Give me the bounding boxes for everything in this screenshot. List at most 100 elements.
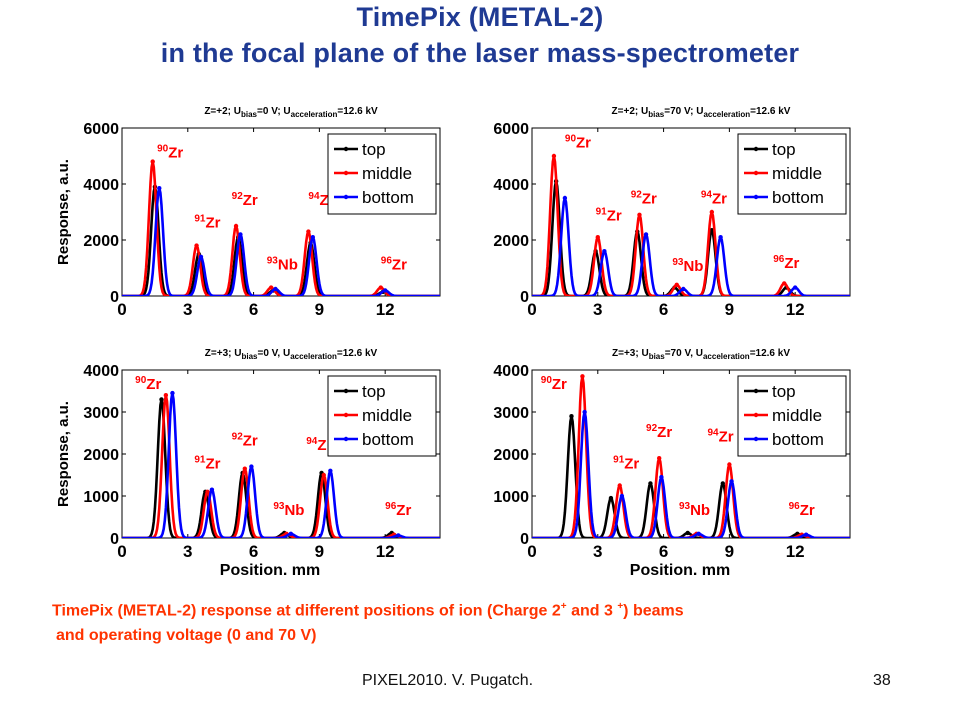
peak-label-92zr: 92Zr — [631, 190, 657, 208]
peak-element: Nb — [683, 258, 703, 275]
data-point — [562, 195, 568, 201]
legend-marker — [343, 436, 349, 442]
caption-line-2: and operating voltage (0 and 70 V) — [56, 627, 317, 645]
x-axis-label: Position, mm — [630, 562, 730, 575]
y-axis-label: Response, a.u. — [55, 159, 72, 265]
caption-part-2: and 3 — [566, 602, 618, 620]
x-tick-label: 12 — [376, 542, 395, 561]
header-u: U — [639, 348, 649, 359]
peak-element: Zr — [642, 191, 657, 208]
peak-mass: 94 — [707, 427, 719, 438]
peak-label-92zr: 92Zr — [232, 191, 258, 209]
x-tick-label: 0 — [117, 542, 126, 561]
legend-marker — [753, 170, 759, 176]
peak-mass: 90 — [157, 143, 169, 154]
legend-marker — [753, 436, 759, 442]
chart-header: Z=+3; Ubias=0 V, Uacceleration=12.6 kV — [205, 348, 378, 361]
data-point — [310, 235, 315, 240]
chart-svg: Z=+2; Ubias=70 V; Uacceleration=12.6 kV 0… — [493, 106, 851, 319]
header-acc: acceleration — [703, 110, 750, 119]
legend-marker — [753, 412, 759, 418]
series-bottom — [122, 390, 440, 538]
chart-header: Z=+3; Ubias=70 V, Uacceleration=12.6 kV — [612, 348, 790, 361]
peak-mass: 94 — [701, 190, 713, 201]
header-acc-val: =12.6 kV — [750, 106, 791, 117]
chart-svg: Z=+3; Ubias=0 V, Uacceleration=12.6 kV 0 3… — [55, 348, 441, 579]
data-point — [209, 487, 215, 492]
y-tick-label: 3000 — [83, 405, 119, 422]
y-tick-label: 4000 — [493, 177, 529, 194]
data-point — [157, 186, 162, 191]
series-bottom — [532, 195, 850, 296]
figure-caption: TimePix (METAL-2) response at different … — [52, 594, 932, 648]
peak-element: Zr — [243, 192, 258, 209]
peak-mass: 92 — [232, 432, 244, 443]
legend-marker — [753, 194, 759, 200]
peak-element: Zr — [205, 214, 220, 231]
data-point — [382, 288, 388, 293]
data-point — [328, 468, 333, 473]
series-top — [532, 414, 850, 538]
data-point — [159, 397, 164, 402]
y-tick-label: 1000 — [83, 489, 119, 506]
y-axis-label: Response, a.u. — [55, 401, 72, 507]
legend-label-top: top — [772, 382, 796, 401]
data-point — [718, 235, 723, 240]
legend-label-middle: middle — [772, 406, 822, 425]
data-point — [198, 254, 204, 259]
footer-author: PIXEL2010. V. Pugatch. — [362, 672, 534, 689]
data-point — [205, 489, 210, 494]
legend-marker — [343, 170, 349, 176]
peak-label-94zr: 94Zr — [707, 427, 733, 445]
data-point — [242, 466, 248, 471]
x-tick-label: 0 — [527, 542, 536, 561]
legend-label-top: top — [362, 140, 386, 159]
y-tick-label: 4000 — [83, 363, 119, 380]
header-bias-val: =70 V, U — [665, 348, 703, 359]
peak-label-96zr: 96Zr — [385, 501, 411, 519]
x-tick-label: 3 — [183, 300, 192, 319]
y-tick-label: 3000 — [493, 405, 529, 422]
y-tick-label: 1000 — [493, 489, 529, 506]
data-point — [321, 472, 326, 478]
series-line-middle — [122, 160, 440, 296]
header-bias: bias — [241, 110, 258, 119]
caption-sup-2: + — [617, 601, 624, 612]
x-tick-label: 12 — [376, 300, 395, 319]
header-bias: bias — [649, 352, 666, 361]
peak-mass: 90 — [541, 375, 553, 386]
peak-label-94zr: 94Zr — [701, 190, 727, 208]
peak-mass: 92 — [232, 191, 244, 202]
header-bias-val: =0 V, U — [257, 348, 290, 359]
peak-element: Nb — [278, 256, 298, 273]
caption-part-1: TimePix (METAL-2) response at different … — [52, 602, 561, 620]
x-tick-label: 3 — [593, 300, 602, 319]
y-tick-label: 0 — [520, 531, 529, 548]
header-bias-val: =0 V; U — [257, 106, 291, 117]
x-tick-label: 12 — [786, 542, 805, 561]
legend-marker — [343, 388, 349, 394]
peak-label-90zr: 90Zr — [565, 134, 591, 152]
data-point — [782, 281, 787, 286]
peak-mass: 91 — [596, 206, 608, 217]
peak-label-90zr: 90Zr — [157, 143, 183, 161]
chart-z2-bias0: Z=+2; Ubias=0 V; Uacceleration=12.6 kV 0 3… — [50, 98, 455, 333]
peak-mass: 96 — [789, 501, 801, 512]
chart-svg: Z=+3; Ubias=70 V, Uacceleration=12.6 kV 0… — [493, 348, 851, 579]
data-point — [150, 159, 155, 164]
y-tick-label: 4000 — [493, 363, 529, 380]
peak-element: Zr — [243, 433, 258, 450]
series-line-top — [122, 398, 440, 538]
peak-label-93nb: 93Nb — [672, 257, 703, 275]
header-u: U — [638, 106, 648, 117]
peak-label-91zr: 91Zr — [194, 455, 220, 473]
peak-mass: 96 — [385, 501, 397, 512]
peak-label-96zr: 96Zr — [789, 501, 815, 519]
legend-label-middle: middle — [362, 406, 412, 425]
header-acc-val: =12.6 kV — [337, 348, 378, 359]
data-point — [674, 282, 679, 287]
peak-mass: 93 — [267, 255, 279, 266]
x-tick-label: 3 — [183, 542, 192, 561]
peak-element: Zr — [146, 376, 161, 393]
legend-label-middle: middle — [362, 164, 412, 183]
